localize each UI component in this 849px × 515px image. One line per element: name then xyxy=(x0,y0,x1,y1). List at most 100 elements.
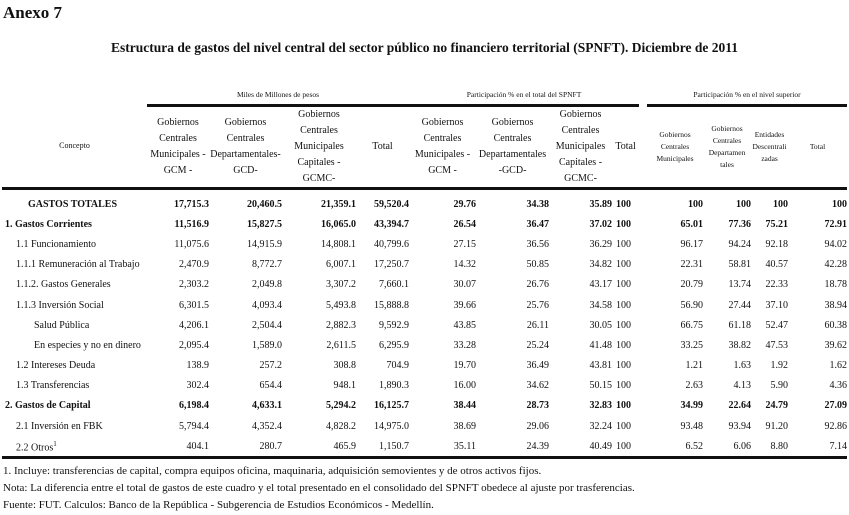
header-concepto: Concepto xyxy=(2,105,147,190)
table-row: 1.1.3 Inversión Social 6,301.5 4,093.4 5,49… xyxy=(2,295,847,315)
gap-cell xyxy=(639,255,647,275)
value-sup-gcm: 34.99 xyxy=(680,400,704,412)
value-sup-entidades: 40.57 xyxy=(765,259,789,271)
gap-cell xyxy=(639,234,647,254)
value-sup-total: 42.28 xyxy=(824,259,848,271)
value-sup-gcd: 27.44 xyxy=(728,299,752,311)
row-concepto: 1.1.1 Remuneración al Trabajo xyxy=(2,255,147,275)
value-miles-gcd: 8,772.7 xyxy=(252,259,282,271)
value-part-total-total: 100 xyxy=(616,319,632,331)
row-concepto: 1.1.2. Gastos Generales xyxy=(2,275,147,295)
value-miles-gcm: 138.9 xyxy=(186,360,210,372)
concepto-label: 1.3 Transferencias xyxy=(16,380,90,392)
value-part-total-total: 100 xyxy=(616,198,632,210)
concepto-label: 1. Gastos Corrientes xyxy=(5,218,92,230)
value-miles-gcmc: 14,808.1 xyxy=(321,238,356,250)
value-sup-entidades: 22.33 xyxy=(765,279,789,291)
value-part-total-gcd: 25.24 xyxy=(526,339,550,351)
table-row: 1.1 Funcionamiento 11,075.6 14,915.9 14,808… xyxy=(2,234,847,254)
value-part-total-total: 100 xyxy=(616,420,632,432)
value-sup-total: 7.14 xyxy=(788,436,848,460)
value-part-total-gcd: 24.39 xyxy=(476,436,550,460)
value-part-total-gcd: 36.49 xyxy=(526,360,550,372)
row-concepto: Salud Pública xyxy=(2,315,147,335)
value-sup-gcm: 56.90 xyxy=(680,299,704,311)
table-row: 2.1 Inversión en FBK 5,794.4 4,352.4 4,828.… xyxy=(2,416,847,436)
value-miles-total: 15,888.8 xyxy=(374,299,410,311)
value-sup-gcd: 93.94 xyxy=(728,420,752,432)
value-miles-gcm: 2,470.9 xyxy=(179,259,209,271)
value-miles-gcd: 1,589.0 xyxy=(252,339,282,351)
value-sup-gcm: 6.52 xyxy=(647,436,704,460)
table-row: GASTOS TOTALES 17,715.3 20,460.5 21,359.1 59… xyxy=(2,189,847,215)
concepto-label: 1.1.1 Remuneración al Trabajo xyxy=(16,259,140,271)
value-sup-gcm: 1.21 xyxy=(685,360,704,372)
header-miles-gcmc: Gobiernos Centrales Municipales Capitale… xyxy=(282,105,356,190)
footnote-1: 1. Incluye: transferencias de capital, c… xyxy=(3,465,542,477)
value-sup-gcm: 20.79 xyxy=(680,279,704,291)
value-miles-gcm: 2,095.4 xyxy=(179,339,209,351)
value-miles-gcmc: 465.9 xyxy=(282,436,356,460)
value-part-total-gcmc: 35.89 xyxy=(589,198,613,210)
value-sup-total: 92.86 xyxy=(824,420,848,432)
value-sup-entidades: 100 xyxy=(773,198,789,210)
value-part-total-gcm: 16.00 xyxy=(453,380,477,392)
value-sup-total: 18.78 xyxy=(824,279,848,291)
value-sup-gcm: 22.31 xyxy=(680,259,704,271)
value-miles-total: 17,250.7 xyxy=(374,259,410,271)
value-part-total-gcd: 50.85 xyxy=(526,259,550,271)
value-miles-gcd: 654.4 xyxy=(259,380,283,392)
concepto-label: 2. Gastos de Capital xyxy=(5,400,91,412)
value-sup-gcd: 4.13 xyxy=(733,380,752,392)
value-sup-gcd: 58.81 xyxy=(728,259,752,271)
value-sup-entidades: 5.90 xyxy=(770,380,789,392)
value-miles-gcd: 2,049.8 xyxy=(252,279,282,291)
table-row: Salud Pública 4,206.1 2,504.4 2,882.3 9,592.… xyxy=(2,315,847,335)
value-part-total-gcm: 30.07 xyxy=(453,279,477,291)
value-part-total-gcd: 25.76 xyxy=(526,299,550,311)
value-miles-total: 43,394.7 xyxy=(374,218,410,230)
value-part-total-gcd: 29.06 xyxy=(526,420,550,432)
value-part-total-total: 100 xyxy=(616,218,632,230)
value-part-total-gcm: 38.44 xyxy=(453,400,477,412)
row-concepto: 2. Gastos de Capital xyxy=(2,396,147,416)
value-sup-gcd: 61.18 xyxy=(728,319,752,331)
value-miles-gcm: 6,301.5 xyxy=(179,299,209,311)
value-part-total-gcmc: 37.02 xyxy=(589,218,613,230)
group-header-miles: Miles de Millones de pesos xyxy=(147,84,410,107)
table-row: 2.2 Otros1 404.1 280.7 465.9 1,150.7 35.11 24.… xyxy=(2,436,848,460)
value-part-total-gcm: 39.66 xyxy=(453,299,477,311)
value-sup-gcd: 94.24 xyxy=(728,238,752,250)
value-part-total-gcm: 27.15 xyxy=(453,238,477,250)
concepto-label: 2.2 Otros xyxy=(16,442,54,453)
concepto-label: Salud Pública xyxy=(34,319,90,331)
row-concepto: 1.2 Intereses Deuda xyxy=(2,356,147,376)
value-miles-gcmc: 2,611.5 xyxy=(326,339,356,351)
value-miles-gcm: 404.1 xyxy=(147,436,209,460)
value-miles-gcm: 6,198.4 xyxy=(179,400,209,412)
value-part-total-gcd: 34.62 xyxy=(526,380,550,392)
value-sup-gcm: 65.01 xyxy=(680,218,704,230)
value-part-total-gcm: 29.76 xyxy=(453,198,477,210)
table-row: 1.1.2. Gastos Generales 2,303.2 2,049.8 3,3… xyxy=(2,275,847,295)
gap-cell xyxy=(639,275,647,295)
value-sup-entidades: 92.18 xyxy=(765,238,789,250)
value-part-total-gcmc: 43.81 xyxy=(589,360,613,372)
table-title: Estructura de gastos del nivel central d… xyxy=(111,40,738,55)
concepto-label: 1.2 Intereses Deuda xyxy=(16,360,96,372)
value-sup-entidades: 37.10 xyxy=(765,299,789,311)
table-row: En especies y no en dinero 2,095.4 1,589.0… xyxy=(2,335,847,355)
table-row: 1. Gastos Corrientes 11,516.9 15,827.5 16,0… xyxy=(2,214,847,234)
value-part-total-gcmc: 34.58 xyxy=(589,299,613,311)
value-part-total-gcmc: 41.48 xyxy=(589,339,613,351)
value-part-total-gcd: 36.56 xyxy=(526,238,550,250)
value-miles-gcd: 4,093.4 xyxy=(252,299,282,311)
gap-cell xyxy=(639,84,647,106)
value-miles-gcm: 11,516.9 xyxy=(174,218,209,230)
value-miles-total: 59,520.4 xyxy=(374,198,410,210)
concepto-label: 1.1.3 Inversión Social xyxy=(16,299,104,311)
value-miles-total: 1,150.7 xyxy=(356,436,410,460)
value-part-total-gcm: 19.70 xyxy=(453,360,477,372)
value-sup-gcm: 100 xyxy=(688,198,704,210)
value-sup-entidades: 8.80 xyxy=(751,436,789,460)
